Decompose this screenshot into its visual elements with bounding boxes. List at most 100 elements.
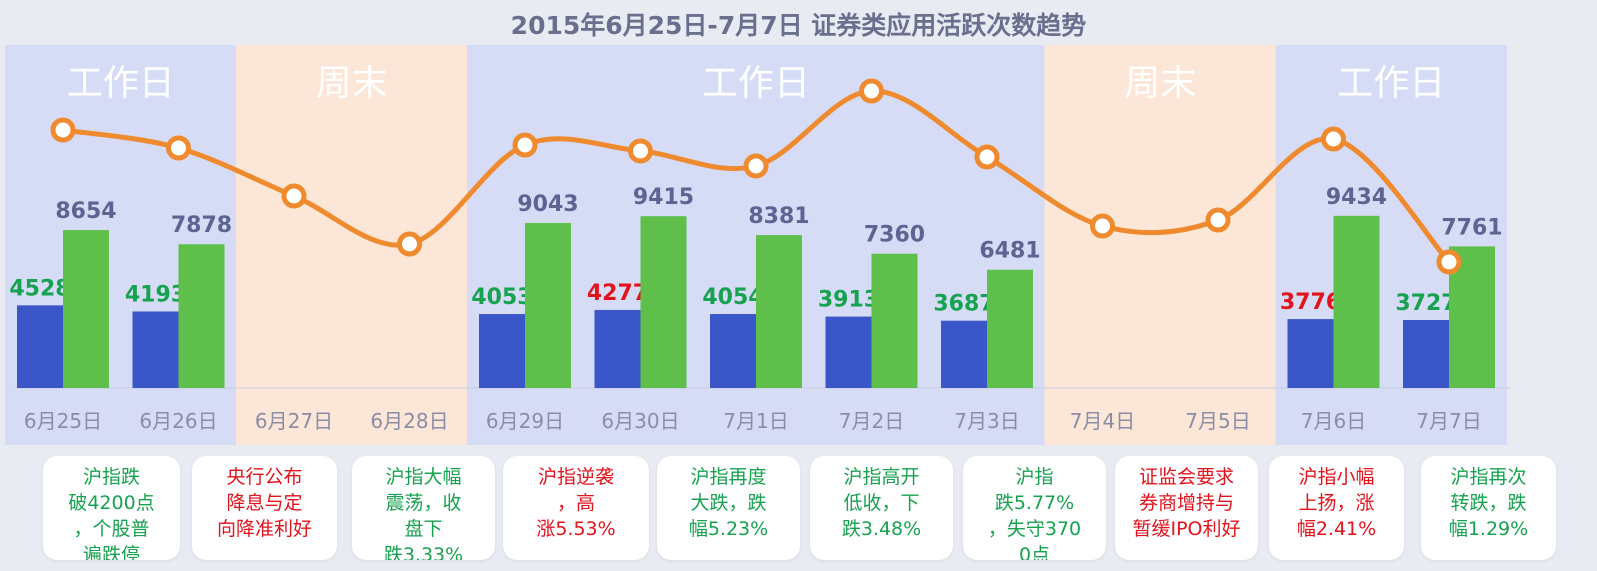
data-label-series-1: 4054 [702, 285, 763, 310]
bar-series-1 [594, 309, 641, 388]
annotation-line: 上扬，涨 [1298, 492, 1375, 514]
x-tick-label: 6月30日 [601, 409, 679, 433]
data-label-series-1: 3687 [933, 292, 994, 317]
trend-point [512, 132, 538, 158]
annotation-line: 震荡，收 [385, 492, 462, 514]
trend-point [281, 183, 307, 209]
annotation-line: 盘下 [404, 518, 443, 540]
bar-series-1 [132, 311, 179, 388]
annotation-line: 大跌，跌 [690, 492, 767, 514]
bar-series-2 [756, 235, 802, 388]
annotation-box: 央行公布降息与定向降准利好 [192, 456, 337, 560]
data-label-series-2: 7761 [1441, 215, 1502, 240]
annotation-line: 沪指 [1015, 466, 1054, 488]
annotation-box: 沪指逆袭 ，高涨5.53% [503, 456, 649, 560]
trend-point [974, 144, 1000, 170]
annotation-box: 沪指跌 破4200点 ，个股普 遍跌停 [43, 456, 180, 560]
chart-svg: 工作日 周末 工作日 周末 工作日 4528 8654 6月25日 4193 7878 6月26日 6… [5, 45, 1510, 445]
data-label-series-1: 3776 [1280, 290, 1341, 315]
x-tick-label: 6月26日 [139, 409, 217, 433]
bar-series-1 [825, 316, 872, 388]
data-label-series-2: 8654 [55, 199, 116, 224]
trend-point [1321, 126, 1346, 152]
trend-point [166, 135, 191, 161]
data-label-series-1: 4053 [471, 285, 532, 310]
annotation-line: 涨5.53% [536, 518, 616, 540]
annotation-line: 暂缓IPO利好 [1132, 518, 1241, 540]
period-label: 工作日 [67, 63, 175, 104]
annotation-box: 沪指再度 大跌，跌 幅5.23% [657, 456, 800, 560]
annotation-line: 跌5.77% [994, 492, 1075, 514]
annotation-line: 降息与定 [226, 492, 303, 514]
annotation-box: 沪指 跌5.77% ，失守370 0点 [963, 456, 1106, 560]
annotation-line: ，个股普 [73, 518, 150, 540]
data-label-series-2: 8381 [748, 204, 809, 229]
trend-point [397, 231, 422, 257]
x-tick-label: 6月28日 [370, 409, 448, 433]
annotation-box: 沪指高开低收，下跌3.48% [810, 456, 953, 560]
annotation-line: 沪指小幅 [1298, 466, 1375, 488]
bar-series-1 [1287, 319, 1334, 388]
annotation-line: ，失守370 [987, 518, 1082, 540]
annotation-box: 沪指再次转跌，跌幅1.29% [1421, 456, 1556, 560]
annotation-line: 向降准利好 [216, 518, 312, 540]
bar-series-1 [17, 305, 63, 388]
data-label-series-2: 6481 [979, 239, 1040, 264]
data-label-series-2: 7360 [864, 223, 925, 248]
trend-point [1436, 249, 1462, 275]
period-label: 周末 [316, 63, 388, 104]
bar-series-1 [479, 314, 525, 388]
annotation-line: 沪指逆袭 [537, 466, 614, 488]
annotation-line: 遍跌停 [82, 544, 140, 560]
bar-series-1 [1403, 319, 1449, 388]
annotation-line: ，高 [556, 492, 595, 514]
data-label-series-2: 7878 [171, 213, 232, 238]
x-tick-label: 7月1日 [723, 409, 788, 433]
bar-series-2 [1333, 215, 1380, 388]
trend-point [1205, 207, 1231, 233]
trend-point [1090, 213, 1115, 239]
data-label-series-1: 4528 [9, 276, 70, 301]
annotation-line: 低收，下 [843, 492, 920, 514]
period-label: 周末 [1124, 63, 1196, 104]
x-tick-label: 7月5日 [1185, 409, 1250, 433]
x-tick-label: 7月7日 [1416, 409, 1481, 433]
annotation-line: 转跌，跌 [1450, 492, 1527, 514]
annotation-line: 沪指高开 [843, 466, 920, 488]
annotation-line: 破4200点 [68, 492, 155, 514]
annotation-line: 沪指再次 [1450, 466, 1527, 488]
data-label-series-1: 4193 [125, 282, 186, 307]
period-panel-weekend [1044, 45, 1276, 445]
annotation-line: 幅2.41% [1296, 518, 1377, 540]
x-tick-label: 6月29日 [486, 409, 564, 433]
annotation-line: 幅1.29% [1448, 518, 1529, 540]
trend-point [628, 138, 653, 164]
bar-series-2 [640, 216, 687, 388]
data-label-series-1: 3913 [818, 288, 879, 313]
annotation-line: 跌3.48% [841, 518, 922, 540]
annotation-box: 沪指大幅震荡，收盘下跌3.33% [352, 456, 495, 560]
data-label-series-2: 9415 [633, 185, 694, 210]
x-tick-label: 6月27日 [255, 409, 333, 433]
period-panel-weekend [236, 45, 468, 445]
x-tick-label: 7月3日 [954, 409, 1019, 433]
bar-series-2 [63, 230, 109, 388]
annotation-line: 跌3.33% [383, 544, 464, 560]
annotation-box: 沪指小幅上扬，涨幅2.41% [1269, 456, 1404, 560]
data-label-series-1: 3727 [1395, 291, 1456, 316]
bar-series-1 [941, 320, 987, 388]
trend-point [50, 117, 76, 143]
x-tick-label: 7月4日 [1070, 409, 1135, 433]
x-tick-label: 6月25日 [24, 409, 102, 433]
trend-point [859, 78, 884, 104]
annotation-line: 沪指大幅 [385, 466, 462, 488]
bar-series-2 [178, 244, 225, 388]
trend-point [743, 153, 769, 179]
chart-title: 2015年6月25日-7月7日 证券类应用活跃次数趋势 [510, 11, 1087, 40]
bar-series-1 [710, 314, 756, 388]
x-tick-label: 7月6日 [1301, 409, 1366, 433]
annotation-line: 券商增持与 [1138, 492, 1234, 514]
annotation-line: 证监会要求 [1138, 466, 1234, 488]
annotation-line: 央行公布 [226, 466, 303, 488]
